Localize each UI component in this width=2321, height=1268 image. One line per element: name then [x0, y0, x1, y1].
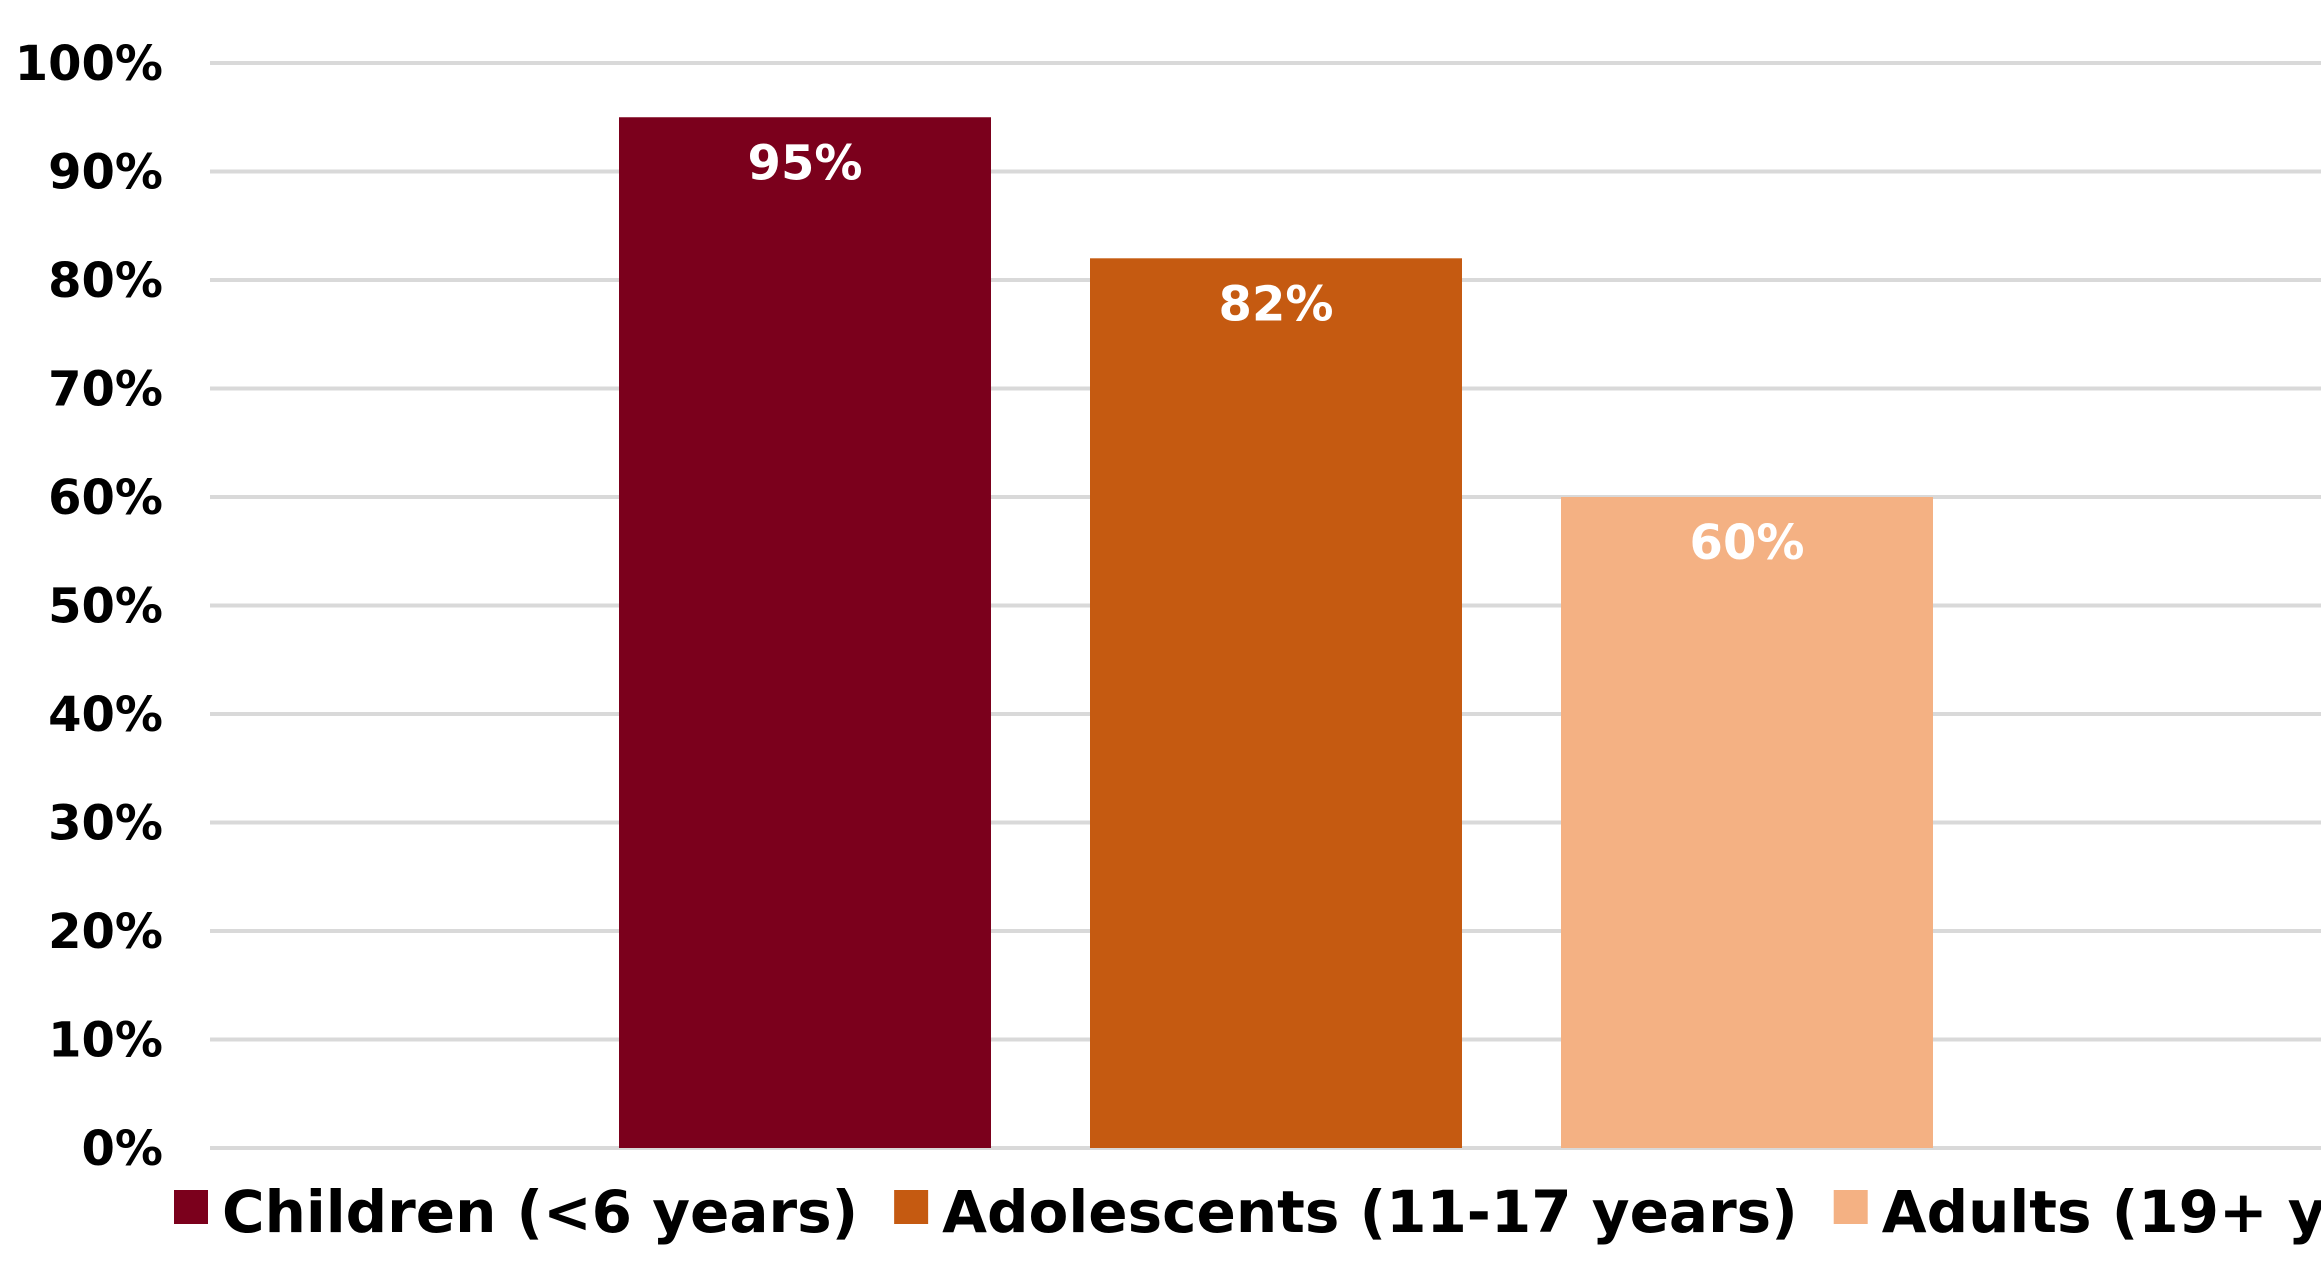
- y-tick-label: 90%: [48, 145, 163, 201]
- bar-2: [1090, 258, 1462, 1148]
- data-labels: 95% 82% 60%: [748, 135, 1805, 571]
- legend-swatch-2: [894, 1190, 929, 1224]
- y-tick-label: 50%: [48, 579, 163, 635]
- y-tick-label: 100%: [15, 36, 163, 92]
- y-axis-ticks: 0% 10% 20% 30% 40% 50% 60% 70% 80% 90% 100%: [15, 36, 163, 1177]
- y-tick-label: 10%: [48, 1013, 163, 1069]
- bar-1: [619, 117, 991, 1148]
- y-tick-label: 0%: [82, 1121, 164, 1177]
- legend-label: Adolescents (11-17 years): [942, 1178, 1798, 1246]
- legend: Children (<6 years) Adolescents (11-17 ye…: [174, 1178, 2321, 1246]
- bar-value-label: 60%: [1690, 515, 1805, 571]
- bars: [619, 117, 1933, 1148]
- legend-label: Children (<6 years): [222, 1178, 858, 1246]
- legend-label: Adults (19+ years): [1882, 1178, 2321, 1246]
- y-tick-label: 40%: [48, 687, 163, 743]
- legend-swatch-3: [1833, 1190, 1868, 1224]
- bar-value-label: 95%: [748, 135, 863, 191]
- y-tick-label: 20%: [48, 904, 163, 960]
- bar-value-label: 82%: [1219, 276, 1334, 332]
- y-tick-label: 80%: [48, 253, 163, 309]
- y-tick-label: 60%: [48, 470, 163, 526]
- y-tick-label: 70%: [48, 362, 163, 418]
- y-tick-label: 30%: [48, 796, 163, 852]
- bar-3: [1561, 497, 1933, 1148]
- legend-swatch-1: [174, 1190, 208, 1224]
